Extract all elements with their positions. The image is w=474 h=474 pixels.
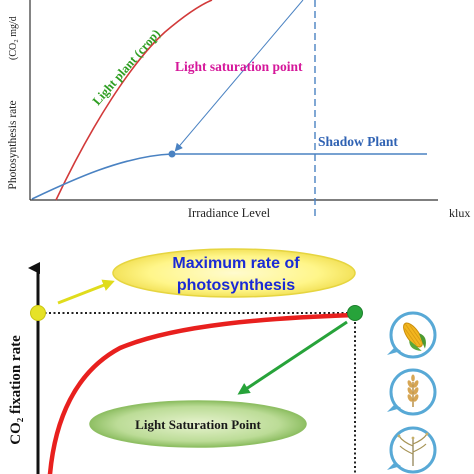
wheat-icon xyxy=(387,368,437,416)
max-rate-point xyxy=(30,305,46,321)
top-chart: Light plant (crop) Light saturation poin… xyxy=(7,0,470,220)
max-rate-label-line1: Maximum rate of xyxy=(172,255,300,272)
max-rate-label-line2: photosynthesis xyxy=(177,277,295,294)
seedling-icon xyxy=(387,426,437,474)
saturation-arrow xyxy=(237,320,348,395)
bottom-chart: Maximum rate of photosynthesis Light Sat… xyxy=(8,248,437,474)
series-light-plant-line xyxy=(55,0,213,201)
top-y-axis-label: Photosynthesis rate xyxy=(7,100,19,189)
shadow-plant-label: Shadow Plant xyxy=(318,134,398,149)
light-plant-label: Light plant (crop) xyxy=(90,27,163,108)
max-rate-arrow xyxy=(57,279,115,305)
series-shadow-plant-line xyxy=(31,153,427,200)
top-y-axis-unit: (CO₂ mg/d xyxy=(8,16,19,60)
max-rate-callout xyxy=(112,248,356,298)
saturation-point xyxy=(347,305,363,321)
corn-icon xyxy=(387,311,437,359)
light-saturation-label: Light saturation point xyxy=(175,59,303,74)
light-saturation-arrow xyxy=(174,0,304,152)
saturation-label: Light Saturation Point xyxy=(135,417,261,432)
top-x-axis-label: Irradiance Level xyxy=(188,206,271,220)
saturation-callout xyxy=(89,400,307,448)
bottom-y-axis-label: CO₂ fixation rate xyxy=(8,335,24,445)
shadow-saturation-point xyxy=(168,150,176,158)
top-x-axis-unit: klux xyxy=(449,206,470,220)
co2-fixation-curve xyxy=(47,312,358,474)
